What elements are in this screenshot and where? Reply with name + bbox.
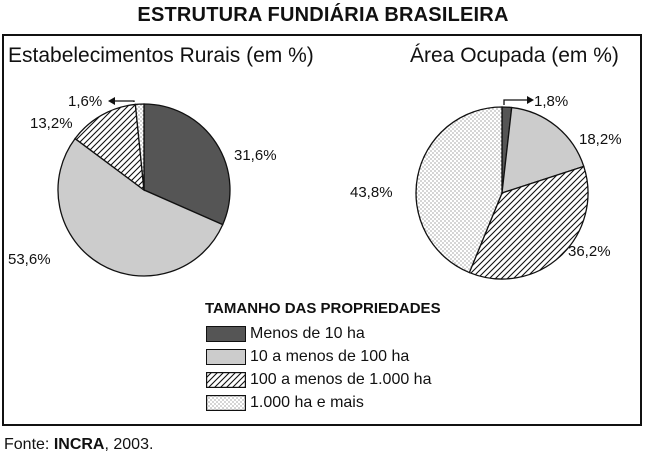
legend-item-100-1000: 100 a menos de 1.000 ha xyxy=(206,370,431,390)
source-prefix: Fonte: xyxy=(4,436,54,453)
legend-title: TAMANHO DAS PROPRIEDADES xyxy=(205,300,441,317)
data-label-1000-mais: 1,6% xyxy=(68,93,102,110)
legend-swatch-light xyxy=(206,349,246,365)
legend-label: 100 a menos de 1.000 ha xyxy=(250,371,432,388)
legend-item-1000-mais: 1.000 ha e mais xyxy=(206,393,364,413)
source-note: Fonte: INCRA, 2003. xyxy=(4,436,153,454)
legend-label: 10 a menos de 100 ha xyxy=(250,348,410,365)
data-label-10-100: 53,6% xyxy=(8,251,51,268)
legend-swatch-dots xyxy=(206,395,246,411)
data-label-100-1000: 13,2% xyxy=(30,115,73,132)
source-suffix: , 2003. xyxy=(104,436,154,453)
pie-slice-10-100 xyxy=(57,137,224,277)
legend-label: Menos de 10 ha xyxy=(250,325,365,342)
data-label-menos-10: 1,8% xyxy=(534,93,568,110)
pie-slice-100-1000 xyxy=(468,165,589,280)
leader-arrowhead xyxy=(108,97,115,105)
source-org: INCRA xyxy=(53,436,105,453)
legend-label: 1.000 ha e mais xyxy=(250,394,364,411)
legend-swatch-dark xyxy=(206,326,246,342)
data-label-1000-mais: 43,8% xyxy=(350,184,393,201)
pie-slice-1000-mais xyxy=(134,103,145,191)
pie-estabelecimentos: 31,6% 53,6% 13,2% 1,6% xyxy=(8,93,277,277)
data-label-100-1000: 36,2% xyxy=(568,243,611,260)
leader-arrowhead xyxy=(527,96,534,104)
pie-slice-menos-10 xyxy=(143,103,231,226)
figure-title: ESTRUTURA FUNDIÁRIA BRASILEIRA xyxy=(137,4,509,26)
legend-swatch-hatch xyxy=(206,372,246,388)
pie-slice-1000-mais xyxy=(415,106,503,274)
data-label-menos-10: 31,6% xyxy=(234,147,277,164)
leader-line xyxy=(503,99,530,105)
legend-item-10-100: 10 a menos de 100 ha xyxy=(206,347,409,367)
chart-title-estabelecimentos: Estabelecimentos Rurais (em %) xyxy=(8,44,314,67)
pie-slice-100-1000 xyxy=(74,103,145,192)
legend-item-menos-10: Menos de 10 ha xyxy=(206,324,365,344)
leader-line xyxy=(112,100,135,102)
pie-slice-10-100 xyxy=(501,106,585,194)
chart-frame xyxy=(2,34,642,426)
data-label-10-100: 18,2% xyxy=(579,131,622,148)
pie-area-ocupada: 1,8% 18,2% 36,2% 43,8% xyxy=(350,93,622,280)
chart-title-area: Área Ocupada (em %) xyxy=(410,44,619,67)
